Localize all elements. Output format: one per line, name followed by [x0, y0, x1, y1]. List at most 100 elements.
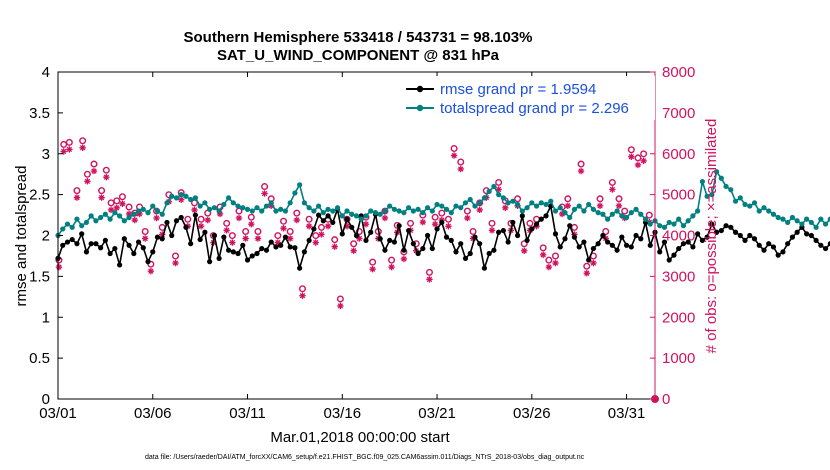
obs-possible-marker — [564, 195, 572, 203]
series-point-totalspread — [126, 214, 132, 221]
x-tick-label: 03/21 — [418, 405, 456, 422]
series-point-totalspread — [225, 195, 232, 201]
obs-assimilated-marker — [191, 206, 198, 214]
series-point-rmse — [240, 242, 246, 248]
series-point-rmse — [154, 234, 161, 240]
series-point-totalspread — [135, 208, 142, 214]
series-point-rmse — [263, 247, 270, 253]
series-point-rmse — [249, 253, 255, 259]
series-point-rmse — [728, 224, 734, 230]
series-point-rmse — [107, 250, 113, 257]
series-point-totalspread — [311, 208, 317, 214]
series-point-totalspread — [93, 218, 99, 224]
series-point-totalspread — [818, 216, 824, 222]
series-point-totalspread — [107, 216, 113, 222]
series-point-rmse — [747, 232, 753, 239]
series-point-totalspread — [538, 200, 544, 206]
series-point-totalspread — [169, 193, 175, 199]
series-point-totalspread — [64, 221, 71, 227]
obs-possible-marker — [570, 223, 578, 231]
series-point-totalspread — [434, 201, 440, 208]
y-right-tick-label: 3000 — [662, 268, 695, 285]
y-right-tick-label: 4000 — [662, 228, 695, 245]
series-point-totalspread — [557, 205, 563, 211]
y-right-tick-label: 1000 — [662, 350, 695, 367]
series-point-totalspread — [297, 182, 303, 188]
series-point-totalspread — [699, 178, 705, 185]
series-point-rmse — [396, 223, 402, 229]
x-tick-label: 03/31 — [608, 405, 646, 422]
series-point-rmse — [254, 250, 260, 257]
obs-assimilated-marker — [431, 220, 439, 228]
series-point-rmse — [159, 236, 165, 242]
series-point-totalspread — [353, 213, 360, 219]
series-point-rmse — [297, 265, 303, 271]
series-point-totalspread — [827, 216, 830, 222]
series-point-rmse — [150, 249, 156, 255]
series-point-totalspread — [363, 213, 369, 219]
series-point-totalspread — [723, 183, 729, 190]
series-point-totalspread — [98, 214, 104, 221]
obs-possible-marker — [125, 203, 133, 211]
series-point-rmse — [330, 219, 336, 226]
y-left-tick-label: 0 — [42, 391, 50, 408]
series-point-rmse — [638, 236, 644, 242]
series-point-totalspread — [202, 200, 208, 206]
series-point-totalspread — [789, 214, 796, 221]
obs-assimilated-marker — [634, 161, 642, 169]
obs-assimilated-marker — [177, 196, 185, 203]
series-point-totalspread — [121, 218, 127, 224]
series-point-rmse — [723, 223, 729, 229]
obs-possible-marker — [608, 178, 616, 186]
obs-assimilated-marker — [84, 178, 91, 185]
series-point-rmse — [713, 229, 720, 235]
obs-possible-marker — [463, 207, 471, 215]
series-point-rmse — [188, 241, 194, 247]
obs-assimilated-marker — [539, 251, 547, 259]
obs-assimilated-marker — [615, 202, 623, 210]
series-point-totalspread — [567, 214, 573, 221]
series-point-rmse — [486, 250, 492, 257]
series-point-rmse — [576, 244, 582, 250]
series-point-totalspread — [88, 213, 94, 219]
series-point-rmse — [301, 249, 307, 255]
series-point-rmse — [306, 237, 312, 244]
series-point-rmse — [344, 216, 350, 222]
series-point-totalspread — [401, 210, 407, 216]
series-point-totalspread — [69, 224, 75, 230]
y-right-tick-label: 7000 — [662, 105, 695, 122]
series-point-rmse — [822, 245, 829, 252]
series-point-totalspread — [192, 195, 199, 201]
series-point-rmse — [657, 249, 663, 255]
series-point-totalspread — [140, 206, 146, 212]
series-point-rmse — [173, 218, 180, 224]
obs-possible-marker — [73, 187, 81, 195]
obs-assimilated-marker — [131, 216, 138, 224]
obs-possible-marker — [495, 178, 503, 186]
series-point-rmse — [387, 237, 393, 244]
series-point-rmse — [761, 247, 767, 253]
obs-assimilated-marker — [107, 206, 115, 214]
series-point-rmse — [448, 237, 454, 244]
series-point-rmse — [676, 245, 682, 252]
series-point-totalspread — [306, 205, 312, 211]
series-point-totalspread — [732, 198, 739, 204]
obs-assimilated-marker — [229, 239, 236, 246]
series-point-rmse — [244, 257, 251, 263]
obs-assimilated-marker — [235, 214, 243, 222]
obs-assimilated-marker — [318, 231, 325, 238]
obs-possible-marker — [520, 240, 528, 248]
obs-assimilated-marker — [381, 214, 389, 222]
series-point-rmse — [467, 250, 473, 257]
series-point-rmse — [462, 255, 469, 261]
series-point-totalspread — [320, 210, 326, 216]
obs-assimilated-marker — [248, 220, 255, 228]
series-point-rmse — [221, 234, 227, 240]
series-point-rmse — [102, 237, 108, 244]
obs-possible-marker — [583, 262, 591, 270]
obs-assimilated-marker — [254, 235, 262, 242]
series-point-rmse — [410, 241, 416, 247]
series-point-rmse — [766, 241, 772, 247]
obs-possible-marker — [90, 160, 98, 168]
obs-possible-marker — [407, 219, 415, 227]
